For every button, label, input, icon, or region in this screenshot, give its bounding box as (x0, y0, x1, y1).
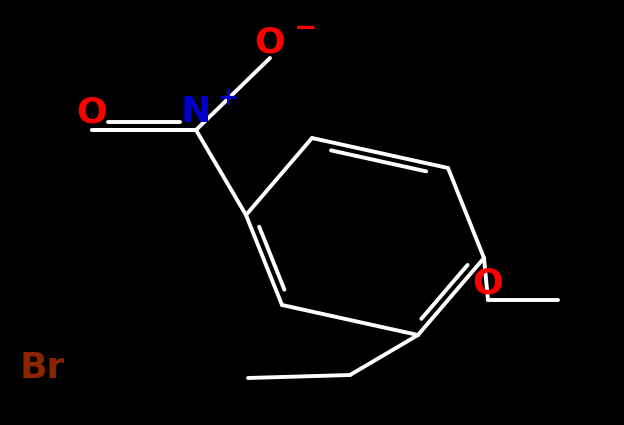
Text: −: − (295, 14, 318, 42)
Text: O: O (77, 95, 107, 129)
Text: Br: Br (19, 351, 65, 385)
Text: O: O (255, 25, 285, 59)
Text: N: N (181, 95, 211, 129)
Text: +: + (218, 86, 238, 110)
Text: O: O (472, 266, 504, 300)
